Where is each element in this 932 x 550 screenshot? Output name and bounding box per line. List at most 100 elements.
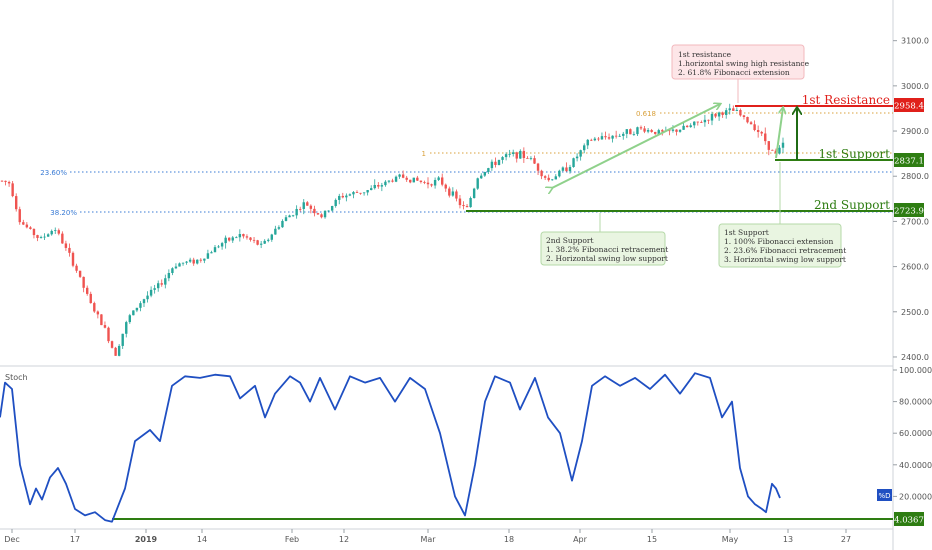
candle xyxy=(746,116,749,124)
candle xyxy=(306,201,309,206)
candle xyxy=(309,204,313,214)
badge-support1: 2837.1 xyxy=(894,153,924,167)
rebound-arrow[interactable] xyxy=(775,108,783,159)
candle xyxy=(267,238,270,243)
candle xyxy=(629,128,632,135)
candle xyxy=(522,147,526,163)
candle xyxy=(469,196,472,208)
candle xyxy=(767,140,770,156)
candle xyxy=(330,205,334,212)
candle xyxy=(355,190,359,194)
badge-support2-value: 2723.9 xyxy=(894,207,924,217)
candle xyxy=(15,193,18,212)
horizontal-levels: 1st Resistance 1st Support 2nd Support xyxy=(466,93,893,212)
candle xyxy=(54,227,57,234)
badge-resistance-value: 2958.4 xyxy=(894,102,924,112)
candle xyxy=(71,251,75,268)
time-tick-label: 13 xyxy=(783,535,793,544)
candle xyxy=(263,239,266,245)
note-support1-line-4: 3. Horizontal swing low support xyxy=(724,255,846,264)
candle xyxy=(174,263,178,270)
candle xyxy=(760,130,763,137)
candle xyxy=(519,149,522,159)
candle xyxy=(39,235,43,239)
note-support2-line-1: 2nd Support xyxy=(546,236,593,245)
candle xyxy=(480,173,483,179)
projection-arrows xyxy=(552,104,797,188)
candle xyxy=(192,257,195,266)
note-resistance[interactable]: 1st resistance 1.horizontal swing high r… xyxy=(671,44,810,103)
candle xyxy=(78,270,82,278)
note-support2-line-3: 2. Horizontal swing low support xyxy=(546,254,668,263)
candle xyxy=(302,199,305,215)
candle xyxy=(164,274,167,289)
trend-arrow[interactable] xyxy=(552,104,720,188)
candle xyxy=(487,167,490,175)
candle xyxy=(476,177,479,190)
candle xyxy=(465,203,469,208)
candle xyxy=(213,245,217,253)
candle xyxy=(504,152,508,161)
candle xyxy=(7,180,11,187)
candle xyxy=(764,127,767,145)
candle xyxy=(36,234,39,242)
candle xyxy=(490,159,494,171)
candle xyxy=(252,237,256,244)
time-tick-label: Apr xyxy=(573,535,588,544)
stoch-tick-label: 40.0000 xyxy=(899,461,932,470)
note-support1-line-1: 1st Support xyxy=(724,228,769,237)
candle xyxy=(377,182,380,189)
note-support1[interactable]: 1st Support 1. 100% Fibonacci extension … xyxy=(718,162,846,268)
stoch-tick-label: 80.0000 xyxy=(899,398,932,407)
price-tick-label: 2500.0 xyxy=(901,308,929,317)
candle xyxy=(778,145,781,155)
time-axis: Dec 17 2019 14 Feb 12 Mar 18 Apr 15 May 13 27 xyxy=(4,529,851,544)
candle xyxy=(494,157,497,168)
candle xyxy=(299,206,302,212)
candle xyxy=(284,215,288,222)
candle xyxy=(146,291,149,303)
candle xyxy=(196,259,199,265)
time-tick-label: 14 xyxy=(197,535,207,544)
candle xyxy=(341,192,344,199)
note-support1-line-3: 2. 23.6% Fibonacci retracement xyxy=(724,246,846,255)
candle xyxy=(448,186,451,198)
candle xyxy=(725,107,728,119)
candle xyxy=(25,222,29,229)
candle xyxy=(430,183,433,188)
time-tick-label: 2019 xyxy=(135,535,158,544)
candle xyxy=(117,344,121,357)
candle xyxy=(362,192,366,196)
candle xyxy=(128,313,131,324)
badge-support1-value: 2837.1 xyxy=(894,157,924,167)
candle xyxy=(32,228,36,239)
stoch-tick-label: 60.0000 xyxy=(899,429,932,438)
candle xyxy=(203,258,206,264)
candle xyxy=(139,301,142,312)
candle xyxy=(345,193,348,202)
candle xyxy=(206,249,210,260)
candle xyxy=(370,185,373,191)
candle xyxy=(412,177,415,183)
candle xyxy=(228,237,231,242)
note-support2[interactable]: 2nd Support 1. 38.2% Fibonacci retraceme… xyxy=(540,213,668,266)
candle xyxy=(46,233,50,237)
candle xyxy=(316,212,320,216)
candle xyxy=(295,205,298,219)
candle xyxy=(472,187,476,199)
badge-stoch-d-label: %D xyxy=(878,492,890,500)
candle xyxy=(497,159,501,166)
candle xyxy=(462,201,465,210)
candle xyxy=(455,189,458,202)
candle xyxy=(416,175,419,181)
candle xyxy=(270,233,273,242)
candle xyxy=(433,177,437,189)
candle xyxy=(86,285,89,296)
price-tick-label: 2900.0 xyxy=(901,127,929,136)
candle xyxy=(132,310,135,316)
stoch-axis: 20.0000 40.0000 60.0000 80.0000 100.0000 xyxy=(893,366,932,501)
badge-stoch-d: %D xyxy=(877,489,892,501)
time-tick-label: 17 xyxy=(70,535,80,544)
candle xyxy=(68,243,71,257)
